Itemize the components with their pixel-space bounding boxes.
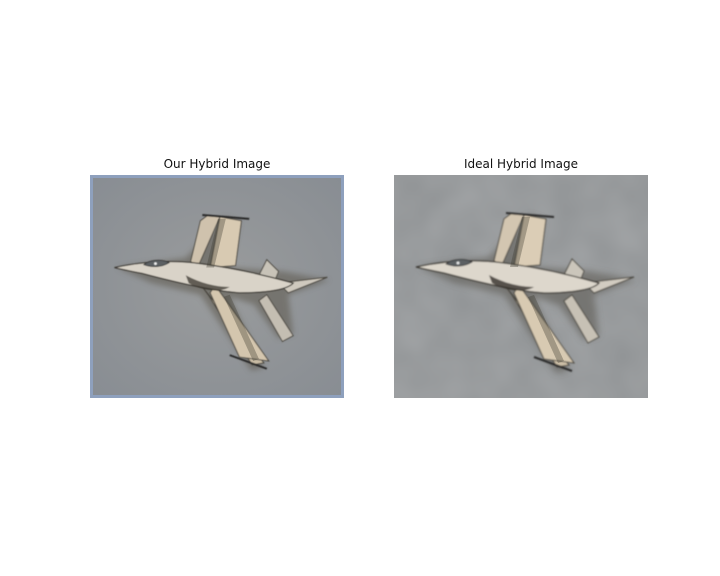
ideal-hybrid-image bbox=[394, 175, 648, 398]
right-panel-title: Ideal Hybrid Image bbox=[463, 157, 579, 171]
fighter-jet-image-right bbox=[394, 175, 648, 398]
left-panel-title: Our Hybrid Image bbox=[163, 157, 271, 171]
fighter-jet-image-left bbox=[93, 178, 341, 395]
our-hybrid-image bbox=[90, 175, 344, 398]
